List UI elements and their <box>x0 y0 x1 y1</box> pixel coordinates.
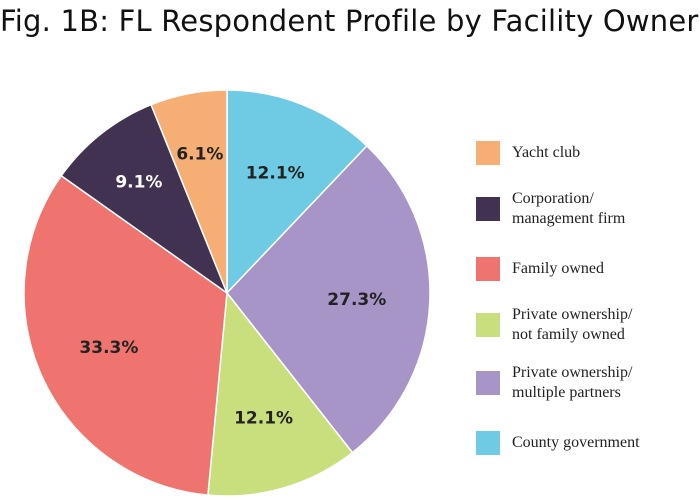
pie-slice-county-government <box>226 89 368 295</box>
legend-item-county-government: County government <box>476 431 692 455</box>
legend-item-yacht-club: Yacht club <box>476 141 692 165</box>
legend-swatch <box>476 431 500 455</box>
chart-legend: Yacht club Corporation/ management firm Fa… <box>476 0 700 500</box>
pie-label-private-ownership-multiple-partners: 27.3% <box>327 290 386 310</box>
pie-label-family-owned: 33.3% <box>79 338 138 358</box>
legend-label: Private ownership/ multiple partners <box>512 364 633 401</box>
legend-label: County government <box>512 434 640 451</box>
pie-slice-private-ownership-multiple-partners <box>226 144 431 454</box>
legend-item-family-owned: Family owned <box>476 257 692 281</box>
legend-swatch <box>476 371 500 395</box>
pie-slice-family-owned <box>23 174 228 496</box>
legend-item-corporation-management-firm: Corporation/ management firm <box>476 189 692 229</box>
pie-label-corporation-management-firm: 9.1% <box>115 173 162 193</box>
legend-item-private-ownership-multiple-partners: Private ownership/ multiple partners <box>476 363 692 403</box>
legend-swatch <box>476 197 500 221</box>
pie-slice-corporation-management-firm <box>60 103 229 296</box>
chart-title: Fig. 1B: FL Respondent Profile by Facili… <box>0 4 700 38</box>
legend-swatch <box>476 313 500 337</box>
pie-slice-private-ownership-not-family-owned <box>207 291 354 497</box>
legend-label: Yacht club <box>512 144 581 161</box>
pie-label-private-ownership-not-family-owned: 12.1% <box>234 409 293 429</box>
pie-label-yacht-club: 6.1% <box>176 145 223 165</box>
legend-label: Private ownership/ not family owned <box>512 306 633 343</box>
pie-slice-yacht-club <box>150 89 228 294</box>
legend-label: Corporation/ management firm <box>512 190 626 227</box>
legend-swatch <box>476 141 500 165</box>
legend-label: Family owned <box>512 260 604 277</box>
legend-swatch <box>476 257 500 281</box>
pie-label-county-government: 12.1% <box>246 163 305 183</box>
legend-item-private-ownership-not-family-owned: Private ownership/ not family owned <box>476 305 692 345</box>
